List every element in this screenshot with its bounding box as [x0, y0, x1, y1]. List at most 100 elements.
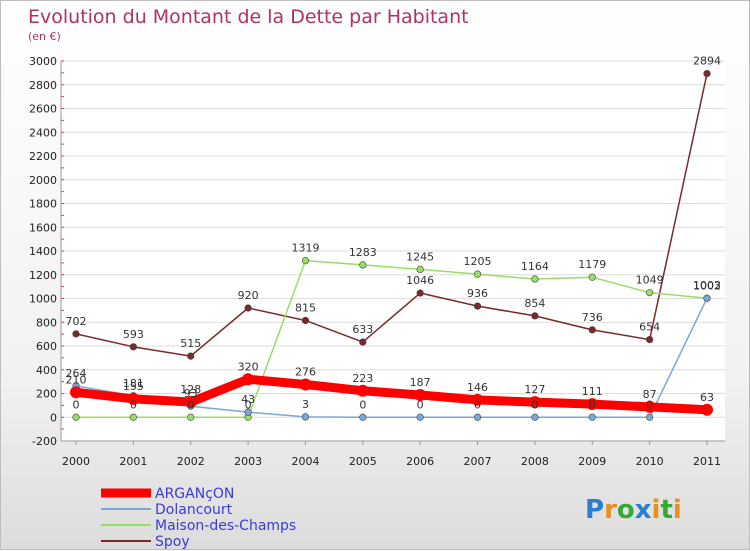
data-label: 1049	[636, 274, 664, 287]
data-label: 0	[187, 398, 194, 411]
y-tick-label: 800	[36, 316, 57, 329]
data-label: 0	[531, 398, 538, 411]
proxiti-logo: Proxiti	[585, 495, 682, 525]
series-line-argan-on	[71, 374, 712, 415]
y-tick-label: 1000	[29, 293, 57, 306]
logo-letter: t	[660, 495, 672, 525]
series-line-maison-des-champs	[75, 259, 708, 418]
legend-label: ARGANçON	[155, 486, 234, 502]
data-point	[184, 396, 197, 409]
data-label: 1245	[406, 250, 434, 263]
data-point	[301, 316, 310, 325]
data-label: 0	[359, 398, 366, 411]
data-point	[473, 413, 482, 421]
data-point	[416, 289, 424, 297]
data-label: 43	[241, 393, 255, 406]
data-point	[242, 373, 255, 386]
data-label: 854	[524, 297, 545, 310]
legend-label: Spoy	[155, 534, 190, 550]
y-tick-label: 3000	[29, 55, 57, 68]
y-tick-label: 2200	[29, 150, 57, 163]
data-point	[531, 275, 539, 283]
data-point	[643, 400, 656, 413]
data-label: 1046	[406, 274, 434, 287]
y-tick-label: 1200	[29, 269, 57, 282]
data-label: 633	[352, 323, 373, 336]
data-label: 93	[184, 387, 198, 400]
legend-label: Dolancourt	[155, 502, 233, 518]
data-point	[588, 273, 596, 281]
data-point	[471, 393, 484, 406]
data-point	[416, 413, 424, 421]
data-point	[703, 69, 711, 78]
y-tick-label: -200	[32, 435, 57, 448]
data-point	[72, 413, 80, 421]
data-point	[586, 398, 599, 411]
y-tick-label: 400	[36, 364, 57, 377]
x-tick-label: 2011	[693, 455, 721, 468]
y-tick-label: 200	[36, 388, 57, 401]
data-label: 1205	[464, 255, 492, 268]
data-label: 3	[302, 398, 309, 411]
x-tick-label: 2004	[291, 455, 319, 468]
data-point	[531, 413, 539, 421]
data-label: 1283	[349, 246, 377, 259]
x-tick-label: 2000	[62, 455, 90, 468]
data-label: 593	[123, 328, 144, 341]
x-tick-label: 2005	[349, 455, 377, 468]
data-label: 155	[123, 380, 144, 393]
data-point	[244, 408, 252, 416]
series-line-spoy	[75, 72, 708, 357]
logo-letter: x	[635, 495, 652, 525]
data-label: 0	[589, 398, 596, 411]
data-label: 1319	[291, 242, 319, 255]
y-tick-label: 2000	[29, 174, 57, 187]
data-label: 187	[410, 376, 431, 389]
data-point	[701, 403, 713, 416]
data-label: 128	[180, 383, 201, 396]
data-label: 127	[524, 383, 545, 396]
data-label: 936	[467, 287, 488, 300]
logo-letter: i	[652, 495, 661, 525]
x-tick-label: 2006	[406, 455, 434, 468]
x-tick-label: 2008	[521, 455, 549, 468]
data-point	[187, 413, 195, 421]
data-label: 223	[352, 372, 373, 385]
data-label: 920	[238, 289, 259, 302]
data-point	[129, 343, 137, 351]
data-point	[359, 261, 367, 269]
data-label: 111	[582, 385, 603, 398]
data-point	[646, 289, 654, 297]
data-point	[356, 384, 369, 397]
data-label: 2894	[693, 55, 721, 68]
data-label: 1179	[578, 258, 606, 271]
data-label: 264	[66, 367, 87, 380]
data-point	[531, 312, 539, 320]
data-label: 1164	[521, 260, 549, 273]
y-tick-label: 2400	[29, 126, 57, 139]
x-tick-label: 2007	[464, 455, 492, 468]
data-label: 0	[474, 398, 481, 411]
x-tick-label: 2003	[234, 455, 262, 468]
chart-subtitle: (en €)	[28, 30, 61, 43]
logo-letter: P	[585, 495, 604, 525]
data-point	[359, 338, 367, 346]
data-point	[299, 378, 312, 391]
y-tick-label: 600	[36, 340, 57, 353]
data-label: 146	[467, 381, 488, 394]
y-tick-label: 2600	[29, 103, 57, 116]
data-label: 1003	[693, 279, 721, 292]
data-point	[127, 392, 140, 405]
x-tick-label: 2009	[578, 455, 606, 468]
data-label: 87	[643, 388, 657, 401]
data-label: 320	[238, 360, 259, 373]
chart-title: Evolution du Montant de la Dette par Hab…	[28, 6, 469, 28]
data-label: 276	[295, 365, 316, 378]
legend-label: Maison-des-Champs	[155, 518, 296, 534]
x-tick-label: 2002	[177, 455, 205, 468]
data-label: 1002	[693, 279, 721, 292]
data-label: 654	[639, 321, 660, 334]
data-point	[244, 304, 252, 312]
